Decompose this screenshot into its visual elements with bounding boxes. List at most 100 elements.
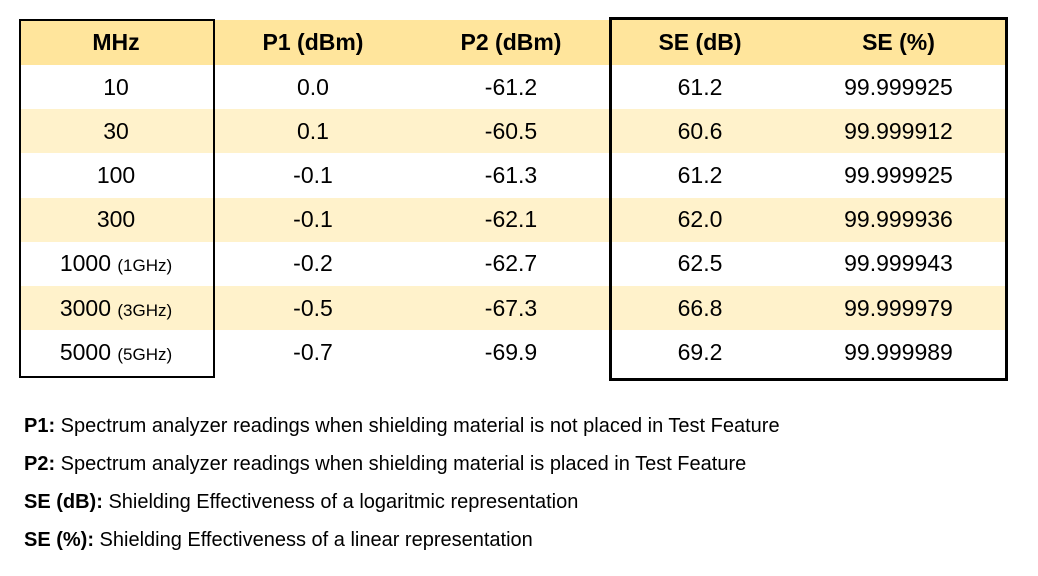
cell-se-db: 61.2 [609,74,791,101]
note-p2: P2: Spectrum analyzer readings when shie… [24,450,780,488]
cell-p1: -0.5 [213,295,413,322]
cell-value: 100 [96,161,136,188]
table-row: 1000 (1GHz) -0.2 -62.7 62.5 99.999943 [19,241,1006,286]
note-text: Spectrum analyzer readings when shieldin… [55,415,780,437]
cell-p1: 0.0 [213,74,413,101]
table-row: 100 -0.1 -61.3 61.2 99.999925 [19,153,1006,198]
cell-se-db: 62.5 [609,250,791,277]
cell-p2: -62.1 [413,206,609,233]
note-term: SE (dB): [24,491,103,513]
header-se-pct: SE (%) [862,29,935,55]
cell-mhz: 3000 (3GHz) [19,295,213,322]
cell-se-pct: 99.999912 [791,118,1006,145]
note-term: P2: [24,453,56,475]
table-header-row: MHz P1 (dBm) P2 (dBm) SE (dB) SE (%) [19,20,1006,65]
cell-p2: -67.3 [413,295,609,322]
cell-value: -60.5 [484,117,538,144]
note-p1: P1: Spectrum analyzer readings when shie… [24,412,780,450]
cell-value: -0.5 [293,294,333,321]
note-text: Shielding Effectiveness of a logaritmic … [102,491,579,513]
header-mhz: MHz [92,29,140,55]
cell-p1: 0.1 [213,118,413,145]
cell-mhz: 1000 (1GHz) [19,250,213,277]
cell-p2: -61.3 [413,162,609,189]
table-row: 3000 (3GHz) -0.5 -67.3 66.8 99.999979 [19,285,1006,331]
cell-value: 99.999925 [844,161,953,188]
note-se-db: SE (dB): Shielding Effectiveness of a lo… [24,488,780,526]
cell-value: -61.3 [484,161,538,188]
table-row: 30 0.1 -60.5 60.6 99.999912 [19,109,1006,154]
ghz-note: (3GHz) [117,300,173,320]
cell-se-pct: 99.999979 [791,295,1006,322]
cell-p2: -60.5 [413,118,609,145]
cell-value: 0.1 [297,117,329,144]
cell-value: -0.2 [293,250,333,277]
cell-value: 3000 [59,294,111,321]
note-text: Shielding Effectiveness of a linear repr… [94,529,533,551]
cell-value: 30 [103,117,129,144]
cell-value: 99.999943 [844,250,953,277]
header-se-db: SE (dB) [658,29,742,55]
cell-se-pct: 99.999989 [791,339,1006,366]
cell-value: 62.5 [677,250,723,277]
cell-value: 61.2 [677,161,723,188]
cell-value: -69.9 [484,338,538,365]
cell-value: 99.999925 [844,73,953,100]
note-text: Spectrum analyzer readings when shieldin… [55,453,747,475]
cell-p2: -61.2 [413,74,609,101]
cell-mhz: 30 [19,118,213,145]
shielding-table: MHz P1 (dBm) P2 (dBm) SE (dB) SE (%) 10 0… [19,20,1006,375]
cell-p1: -0.7 [213,339,413,366]
legend-notes: P1: Spectrum analyzer readings when shie… [24,412,780,564]
header-p2: P2 (dBm) [460,29,562,55]
cell-se-pct: 99.999936 [791,206,1006,233]
note-term: P1: [24,415,56,437]
ghz-note: (5GHz) [117,344,173,364]
cell-mhz: 300 [19,206,213,233]
cell-value: 69.2 [677,338,723,365]
cell-value: 61.2 [677,73,723,100]
cell-se-db: 60.6 [609,118,791,145]
table-row: 10 0.0 -61.2 61.2 99.999925 [19,65,1006,110]
cell-se-pct: 99.999925 [791,74,1006,101]
cell-mhz: 100 [19,162,213,189]
cell-p1: -0.2 [213,250,413,277]
cell-value: 99.999979 [844,294,953,321]
cell-se-db: 61.2 [609,162,791,189]
cell-value: -61.2 [484,73,538,100]
cell-p2: -62.7 [413,250,609,277]
cell-value: 300 [96,206,136,233]
cell-se-pct: 99.999943 [791,250,1006,277]
cell-value: -67.3 [484,294,538,321]
cell-mhz: 5000 (5GHz) [19,339,213,366]
cell-value: -62.1 [484,206,538,233]
header-p1: P1 (dBm) [262,29,364,55]
cell-value: 60.6 [677,117,723,144]
cell-se-pct: 99.999925 [791,162,1006,189]
cell-value: 99.999989 [844,338,953,365]
cell-value: 5000 [59,338,111,365]
cell-se-db: 62.0 [609,206,791,233]
note-se-pct: SE (%): Shielding Effectiveness of a lin… [24,526,780,564]
cell-p1: -0.1 [213,162,413,189]
cell-value: 0.0 [297,73,329,100]
cell-value: 10 [103,73,129,100]
cell-mhz: 10 [19,74,213,101]
table-row: 5000 (5GHz) -0.7 -69.9 69.2 99.999989 [19,330,1006,375]
cell-p1: -0.1 [213,206,413,233]
ghz-note: (1GHz) [117,256,173,276]
cell-p2: -69.9 [413,339,609,366]
cell-value: 62.0 [677,206,723,233]
cell-value: -0.1 [293,161,333,188]
cell-value: -0.1 [293,206,333,233]
cell-value: 99.999912 [844,117,953,144]
note-term: SE (%): [24,529,94,551]
cell-value: 99.999936 [844,206,953,233]
cell-se-db: 69.2 [609,339,791,366]
table-row: 300 -0.1 -62.1 62.0 99.999936 [19,197,1006,242]
cell-value: 1000 [59,250,111,277]
cell-value: 66.8 [677,294,723,321]
cell-se-db: 66.8 [609,295,791,322]
cell-value: -62.7 [484,250,538,277]
cell-value: -0.7 [293,338,333,365]
